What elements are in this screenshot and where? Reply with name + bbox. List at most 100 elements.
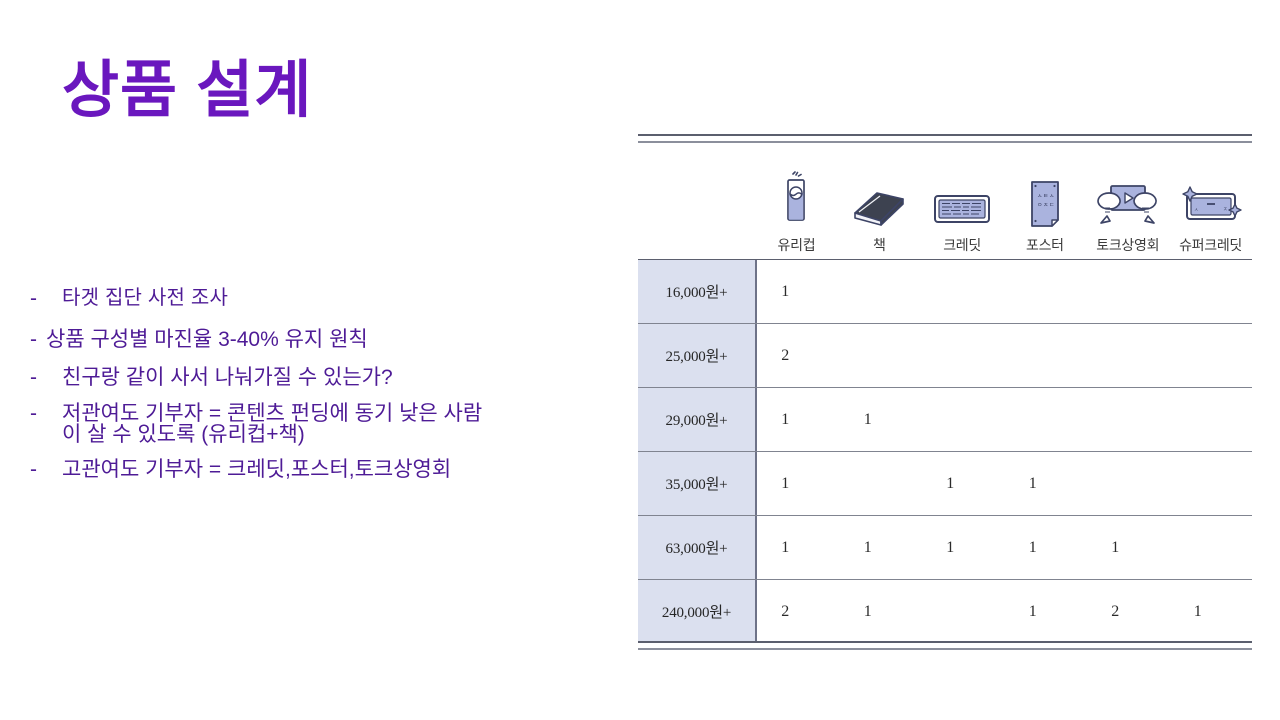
cell-super-credit (1170, 452, 1253, 515)
cell-poster: 1 (1028, 538, 1037, 556)
cell-poster: 1 (1028, 602, 1037, 620)
svg-text:ㄷ: ㄷ (1049, 203, 1055, 209)
cell-glass-cup: 1 (781, 474, 790, 492)
cell-poster (1005, 388, 1088, 451)
svg-text:ㅈ: ㅈ (1223, 207, 1228, 213)
cell-book: 1 (863, 602, 872, 620)
cell-poster (1005, 260, 1088, 323)
svg-text:ㅅ: ㅅ (1037, 194, 1043, 200)
cell-credit (922, 324, 1005, 387)
svg-text:ㅅ: ㅅ (1194, 207, 1199, 213)
list-item-label: 이 살 수 있도록 (유리컵+책) (62, 423, 305, 446)
row-values: 2 1 1 2 1 (757, 580, 1252, 643)
cell-glass-cup: 1 (781, 410, 790, 428)
bullet-marker: - (30, 287, 37, 310)
row-values: 2 (757, 324, 1252, 387)
row-values: 1 1 1 (757, 452, 1252, 515)
cell-credit: 1 (946, 474, 955, 492)
cell-super-credit (1170, 388, 1253, 451)
list-item-label: 타겟 집단 사전 조사 (62, 287, 229, 309)
cell-talk-screening (1087, 452, 1170, 515)
row-price-label: 35,000원+ (638, 452, 757, 515)
row-values: 1 1 (757, 388, 1252, 451)
cell-book: 1 (863, 538, 872, 556)
cell-glass-cup: 2 (781, 346, 790, 364)
cell-glass-cup: 1 (781, 538, 790, 556)
row-values: 1 (757, 260, 1252, 323)
table-top-border (638, 134, 1252, 143)
bullet-marker: - (30, 458, 37, 481)
bullet-marker: - (30, 366, 37, 389)
column-header-label: 포스터 (1026, 239, 1064, 254)
list-item-continuation: 이 살 수 있도록 (유리컵+책) (30, 424, 620, 445)
row-price-label: 63,000원+ (638, 516, 757, 579)
column-header-label: 슈퍼크레딧 (1179, 239, 1242, 254)
cell-credit: 1 (946, 538, 955, 556)
list-item-label: 저관여도 기부자 = 콘텐츠 펀딩에 동기 낮은 사람 (62, 402, 483, 425)
column-header-label: 크레딧 (943, 239, 981, 254)
list-item-label: 상품 구성별 마진율 3-40% 유지 원칙 (46, 328, 368, 351)
column-header-label: 토크상영회 (1096, 239, 1160, 254)
talk-screening-icon (1095, 167, 1161, 229)
table-row: 35,000원+ 1 1 1 (638, 451, 1252, 515)
list-item-label: 고관여도 기부자 = 크레딧,포스터,토크상영회 (62, 458, 452, 481)
table-row: 63,000원+ 1 1 1 1 1 (638, 515, 1252, 579)
cell-credit (922, 580, 1005, 643)
cell-talk-screening: 2 (1111, 602, 1120, 620)
bullet-list: - 타겟 집단 사전 조사 - 상품 구성별 마진율 3-40% 유지 원칙 -… (30, 288, 620, 480)
cell-book (840, 260, 923, 323)
cell-super-credit: 1 (1193, 602, 1202, 620)
row-price-label: 25,000원+ (638, 324, 757, 387)
table-row: 29,000원+ 1 1 (638, 387, 1252, 451)
row-price-label: 16,000원+ (638, 260, 757, 323)
column-header-glass-cup: 유리컵 (755, 139, 838, 259)
row-price-label: 240,000원+ (638, 580, 757, 643)
cell-super-credit (1170, 516, 1253, 579)
cell-book (840, 324, 923, 387)
list-item: - 저관여도 기부자 = 콘텐츠 펀딩에 동기 낮은 사람 (30, 403, 620, 424)
cell-credit (922, 260, 1005, 323)
list-item: - 고관여도 기부자 = 크레딧,포스터,토크상영회 (30, 459, 620, 480)
svg-text:ㅈ: ㅈ (1043, 203, 1049, 209)
table-row: 16,000원+ 1 (638, 259, 1252, 323)
row-price-label: 29,000원+ (638, 388, 757, 451)
table-bottom-border (638, 641, 1252, 650)
cell-super-credit (1170, 324, 1253, 387)
cell-credit (922, 388, 1005, 451)
cell-super-credit (1170, 260, 1253, 323)
column-header-book: 책 (838, 139, 921, 259)
cell-book (840, 452, 923, 515)
cell-talk-screening (1087, 388, 1170, 451)
cell-talk-screening (1087, 324, 1170, 387)
column-header-label: 유리컵 (777, 239, 816, 254)
cell-poster (1005, 324, 1088, 387)
cell-book: 1 (863, 410, 872, 428)
column-header-label: 책 (872, 239, 886, 254)
svg-text:ㅌ: ㅌ (1043, 194, 1049, 200)
cell-talk-screening: 1 (1111, 538, 1120, 556)
product-tier-table: 유리컵 책 (638, 134, 1252, 650)
bullet-marker: - (30, 328, 37, 351)
table-body: 16,000원+ 1 25,000원+ 2 29,000원+ (638, 259, 1252, 643)
svg-text:ㅇ: ㅇ (1037, 203, 1043, 209)
cell-talk-screening (1087, 260, 1170, 323)
list-item: - 상품 구성별 마진율 3-40% 유지 원칙 (30, 329, 620, 350)
book-icon (851, 167, 907, 229)
table-row: 25,000원+ 2 (638, 323, 1252, 387)
list-item-label: 친구랑 같이 사서 나눠가질 수 있는가? (62, 366, 393, 389)
page-title: 상품 설계 (62, 56, 313, 125)
list-item: - 타겟 집단 사전 조사 (30, 288, 620, 309)
table-header-row: 유리컵 책 (638, 139, 1252, 259)
cell-glass-cup: 2 (781, 602, 790, 620)
cell-poster: 1 (1028, 474, 1037, 492)
column-header-credit: 크레딧 (921, 139, 1004, 259)
table-row: 240,000원+ 2 1 1 2 1 (638, 579, 1252, 643)
cell-glass-cup: 1 (781, 282, 790, 300)
list-item: - 친구랑 같이 사서 나눠가질 수 있는가? (30, 367, 620, 388)
row-values: 1 1 1 1 1 (757, 516, 1252, 579)
svg-text:ㅅ: ㅅ (1049, 194, 1055, 200)
